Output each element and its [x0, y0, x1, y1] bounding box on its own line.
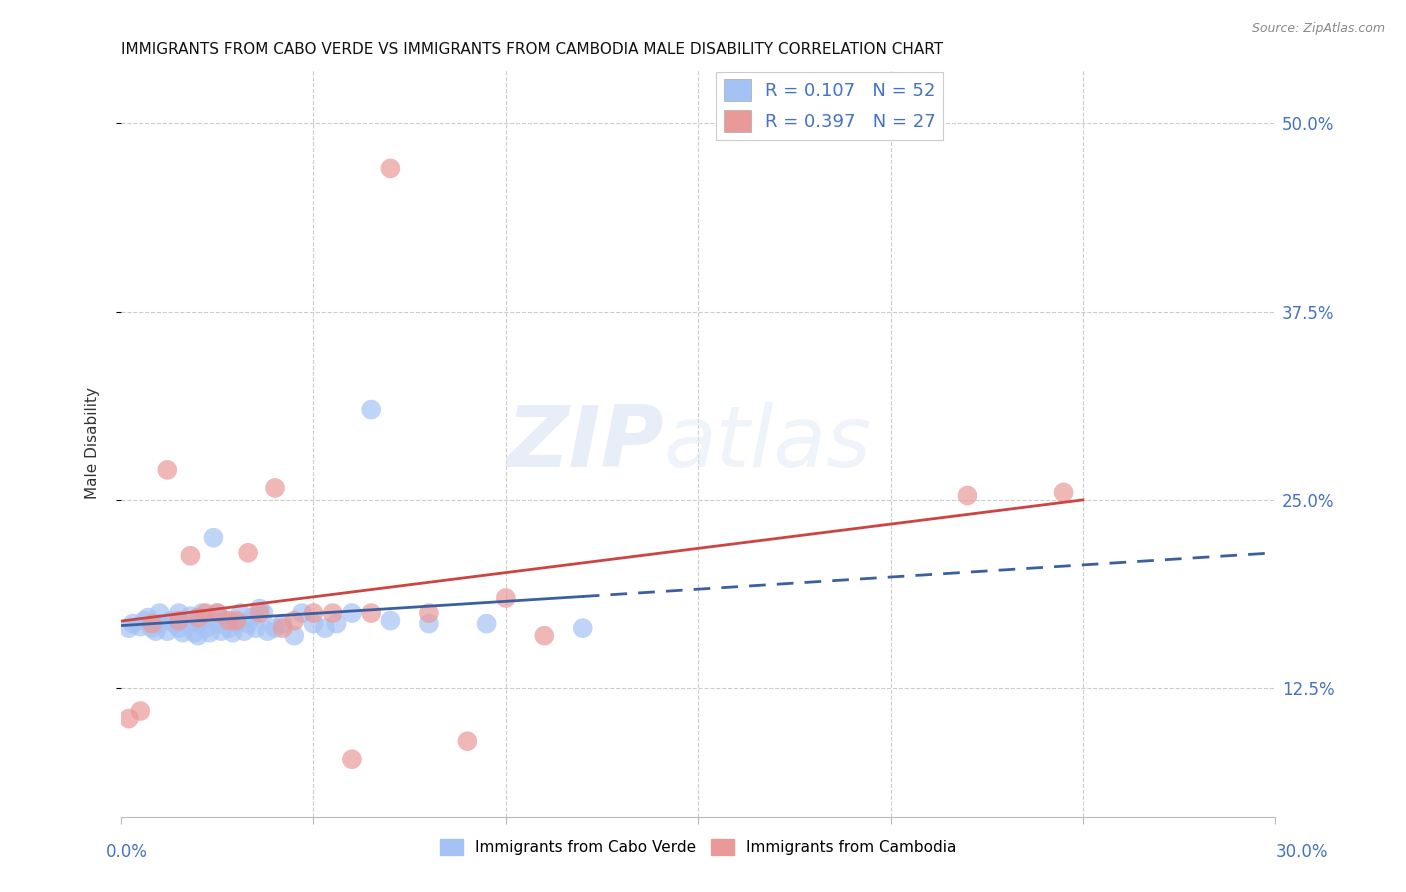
Point — [179, 549, 201, 563]
Point — [322, 606, 344, 620]
Point — [141, 616, 163, 631]
Point — [194, 621, 217, 635]
Point — [207, 606, 229, 620]
Point — [249, 601, 271, 615]
Point — [225, 614, 247, 628]
Point — [256, 624, 278, 639]
Point — [229, 606, 252, 620]
Text: 0.0%: 0.0% — [105, 843, 148, 861]
Point — [571, 621, 593, 635]
Point — [380, 614, 402, 628]
Point — [118, 712, 141, 726]
Point — [191, 606, 214, 620]
Text: Source: ZipAtlas.com: Source: ZipAtlas.com — [1251, 22, 1385, 36]
Point — [134, 614, 156, 628]
Legend: R = 0.107   N = 52, R = 0.397   N = 27: R = 0.107 N = 52, R = 0.397 N = 27 — [716, 72, 943, 139]
Point — [533, 629, 555, 643]
Point — [271, 621, 294, 635]
Point — [291, 606, 314, 620]
Point — [167, 621, 190, 635]
Text: IMMIGRANTS FROM CABO VERDE VS IMMIGRANTS FROM CAMBODIA MALE DISABILITY CORRELATI: IMMIGRANTS FROM CABO VERDE VS IMMIGRANTS… — [121, 42, 943, 57]
Point — [225, 616, 247, 631]
Point — [271, 616, 294, 631]
Y-axis label: Male Disability: Male Disability — [86, 387, 100, 500]
Point — [283, 629, 305, 643]
Point — [418, 616, 440, 631]
Point — [136, 610, 159, 624]
Point — [456, 734, 478, 748]
Point — [245, 621, 267, 635]
Point — [302, 606, 325, 620]
Point — [264, 481, 287, 495]
Point — [179, 609, 201, 624]
Point — [198, 625, 221, 640]
Point — [240, 610, 263, 624]
Text: 30.0%: 30.0% — [1277, 843, 1329, 861]
Point — [218, 621, 240, 635]
Point — [340, 752, 363, 766]
Point — [264, 621, 287, 635]
Point — [236, 616, 259, 631]
Point — [1052, 485, 1074, 500]
Point — [380, 161, 402, 176]
Point — [176, 616, 198, 631]
Point — [340, 606, 363, 620]
Point — [325, 616, 347, 631]
Point — [314, 621, 336, 635]
Point — [209, 624, 232, 639]
Point — [207, 606, 229, 620]
Point — [149, 606, 172, 620]
Point — [236, 546, 259, 560]
Point — [418, 606, 440, 620]
Point — [475, 616, 498, 631]
Point — [183, 625, 205, 640]
Point — [187, 616, 209, 631]
Point — [141, 621, 163, 635]
Point — [149, 616, 172, 631]
Point — [145, 624, 167, 639]
Point — [495, 591, 517, 605]
Point — [118, 621, 141, 635]
Point — [187, 629, 209, 643]
Point — [233, 624, 256, 639]
Point — [202, 531, 225, 545]
Point — [167, 606, 190, 620]
Point — [156, 624, 179, 639]
Point — [129, 619, 152, 633]
Point — [249, 606, 271, 620]
Point — [207, 616, 229, 631]
Point — [172, 625, 194, 640]
Point — [156, 463, 179, 477]
Point — [167, 614, 190, 628]
Point — [194, 606, 217, 620]
Point — [302, 616, 325, 631]
Point — [163, 616, 186, 631]
Point — [283, 614, 305, 628]
Point — [214, 614, 236, 628]
Point — [956, 488, 979, 502]
Point — [360, 402, 382, 417]
Text: atlas: atlas — [664, 402, 872, 485]
Text: ZIP: ZIP — [506, 402, 664, 485]
Point — [221, 625, 243, 640]
Point — [160, 614, 183, 628]
Point — [129, 704, 152, 718]
Point — [218, 614, 240, 628]
Point — [360, 606, 382, 620]
Point — [121, 616, 143, 631]
Point — [187, 610, 209, 624]
Point — [252, 606, 274, 620]
